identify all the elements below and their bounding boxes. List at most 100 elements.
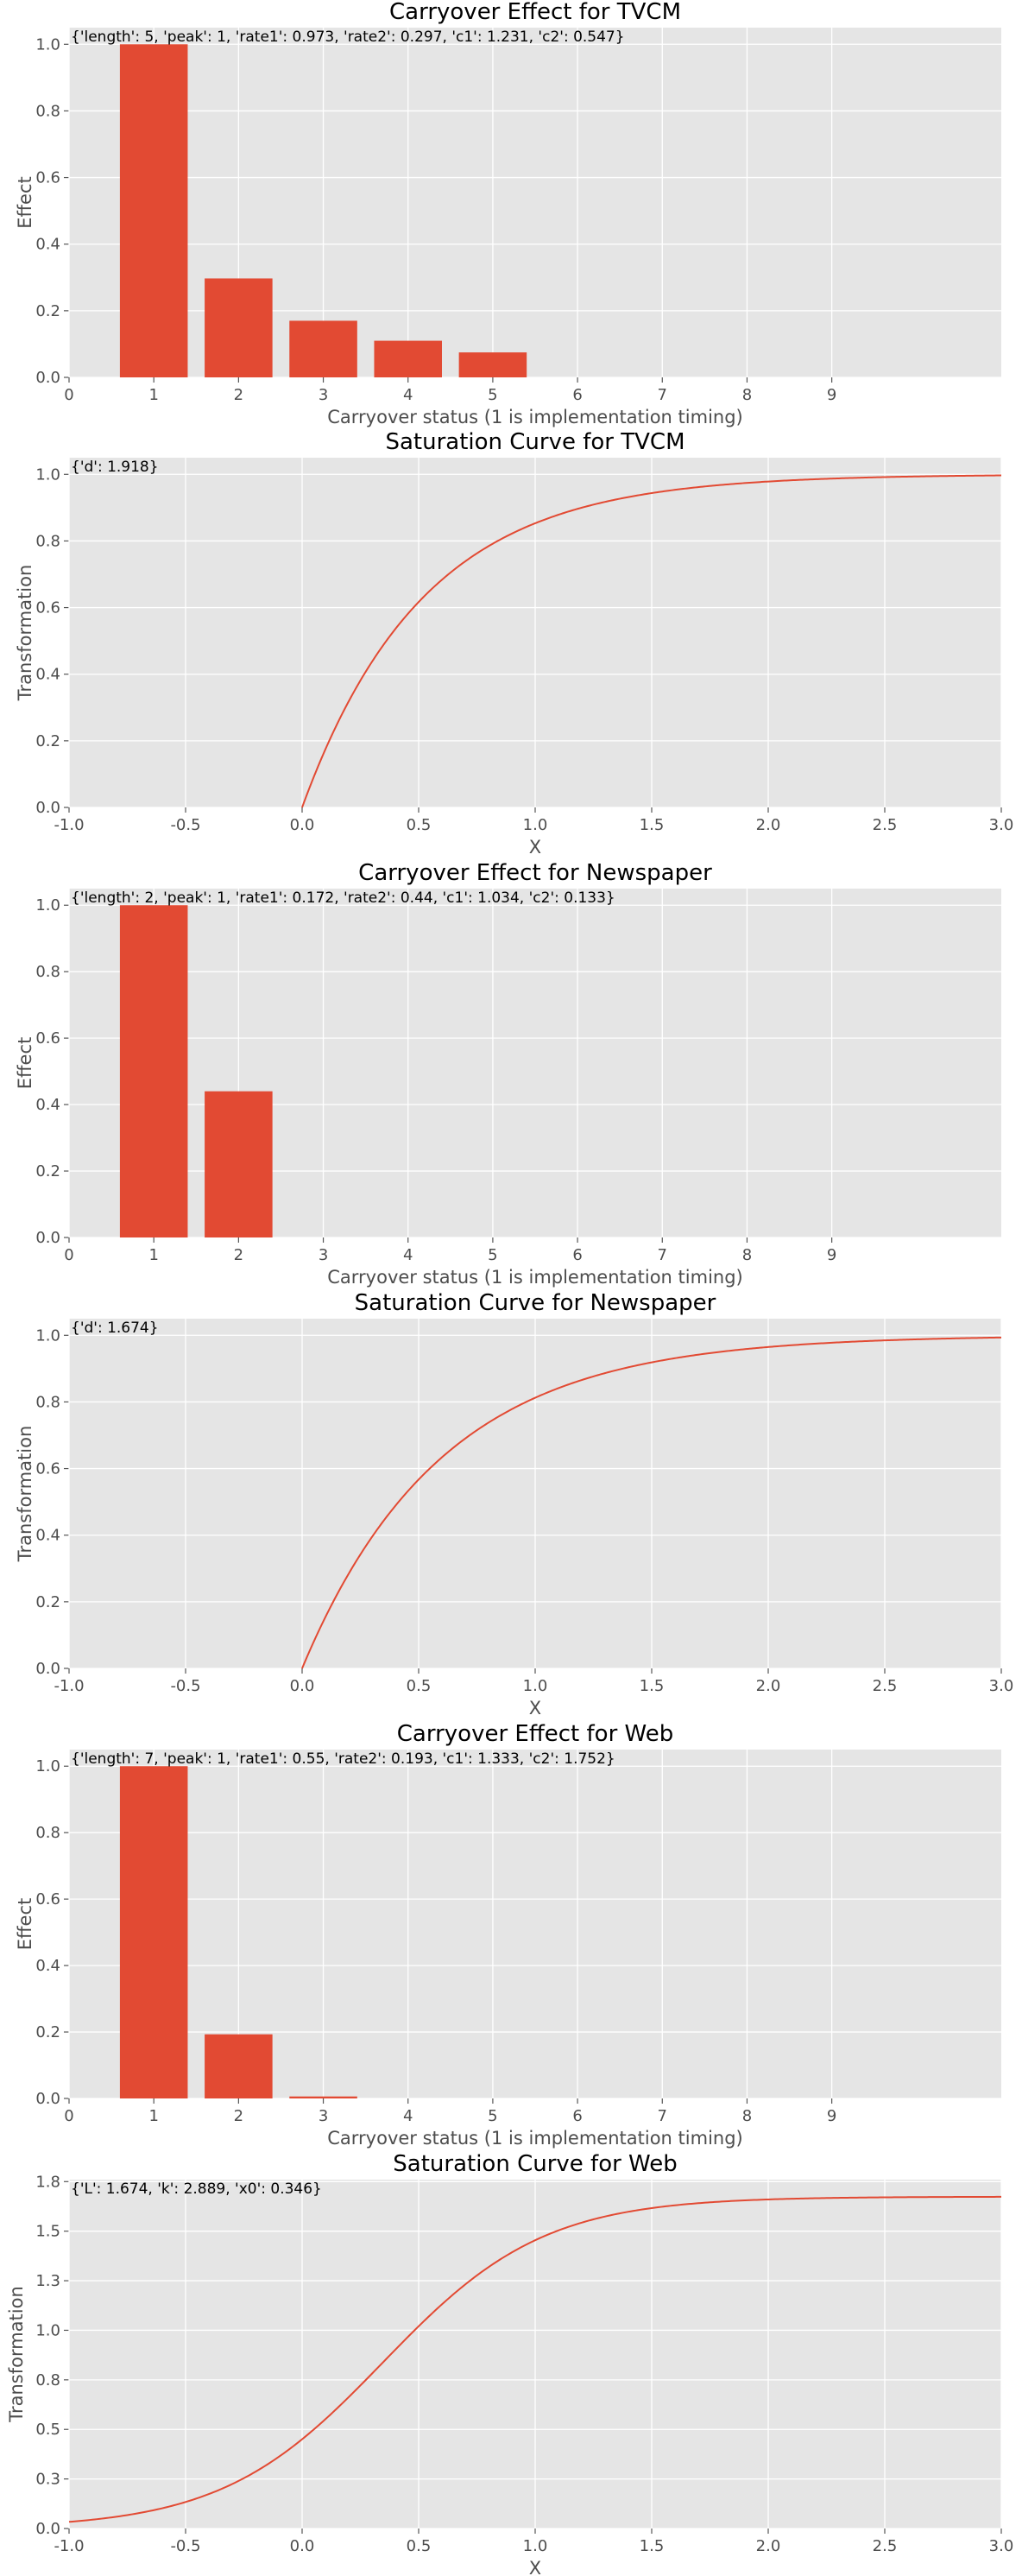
chart-title: Saturation Curve for Web <box>393 2151 677 2177</box>
x-tick-label: 3.0 <box>989 2537 1014 2555</box>
x-tick-label: 1.0 <box>523 1677 548 1695</box>
y-tick-label: 0.6 <box>35 1460 60 1478</box>
y-tick-label: 0.0 <box>35 2520 60 2538</box>
x-tick-label: 1.5 <box>640 1677 665 1695</box>
params-annotation: {'length': 2, 'peak': 1, 'rate1': 0.172,… <box>71 889 615 907</box>
x-tick-label: 0.5 <box>407 816 432 834</box>
x-tick-label: 0.0 <box>290 1677 315 1695</box>
y-tick-label: 1.0 <box>35 896 60 915</box>
y-tick-label: 0.0 <box>35 369 60 387</box>
y-tick-label: 0.2 <box>35 302 60 320</box>
y-tick-label: 0.8 <box>35 102 60 120</box>
bar-1 <box>119 1766 188 2098</box>
x-tick-label: 5 <box>488 2107 497 2125</box>
params-annotation: {'d': 1.674} <box>71 1320 159 1337</box>
x-tick-label: 0.0 <box>290 2537 315 2555</box>
x-tick-label: 8 <box>742 386 752 404</box>
x-tick-label: 3.0 <box>989 1677 1014 1695</box>
chart-4: 0.0 0.2 0.4 0.6 0.8 1.0 -1.0 -0.5 0.0 0.5 1.0 1.5 2.… <box>15 1290 1013 1718</box>
chart-5: 0.0 0.2 0.4 0.6 0.8 1.0 0 1 2 3 4 5 6 7 8 9 Carryover Ef… <box>15 1721 1001 2149</box>
chart-title: Carryover Effect for Web <box>397 1721 673 1747</box>
x-tick-label: 1.0 <box>523 816 548 834</box>
y-tick-label: 1.0 <box>35 1326 60 1345</box>
x-tick-label: 1.5 <box>640 816 665 834</box>
y-axis-label: Transformation <box>15 565 35 702</box>
bar-1 <box>119 44 188 378</box>
y-tick-label: 1.8 <box>35 2173 60 2191</box>
x-tick-label: 4 <box>403 2107 413 2125</box>
x-tick-label: -1.0 <box>54 1677 84 1695</box>
chart-1: 0.0 0.2 0.4 0.6 0.8 1.0 0 1 2 3 4 5 6 7 8 9 Carryover Ef… <box>15 0 1001 427</box>
x-tick-label: -0.5 <box>170 2537 200 2555</box>
y-tick-label: 0.0 <box>35 799 60 817</box>
bar-5 <box>458 352 527 377</box>
y-tick-label: 1.0 <box>35 1757 60 1775</box>
y-tick-label: 0.2 <box>35 1593 60 1611</box>
y-tick-label: 1.3 <box>35 2272 60 2290</box>
x-tick-label: 0.5 <box>407 1677 432 1695</box>
y-tick-label: 0.2 <box>35 1162 60 1180</box>
chart-title: Carryover Effect for Newspaper <box>358 860 712 886</box>
x-tick-label: 0 <box>64 2107 73 2125</box>
x-tick-label: 0 <box>64 1246 73 1264</box>
y-tick-label: 0.5 <box>35 2421 60 2439</box>
bar-3 <box>289 320 357 377</box>
y-tick-label: 1.0 <box>35 35 60 54</box>
x-tick-label: -1.0 <box>54 816 84 834</box>
series-line <box>68 2195 1002 2523</box>
x-tick-label: 3 <box>319 386 328 404</box>
chart-2: 0.0 0.2 0.4 0.6 0.8 1.0 -1.0 -0.5 0.0 0.5 1.0 1.5 2.… <box>15 429 1013 858</box>
y-tick-label: 0.4 <box>35 236 60 254</box>
x-tick-label: 4 <box>403 1246 413 1264</box>
chart-title: Carryover Effect for TVCM <box>389 0 681 25</box>
x-axis-label: X <box>529 2558 541 2576</box>
bar-2 <box>205 278 273 377</box>
chart-6: 0.0 0.3 0.5 0.8 1.0 1.3 1.5 1.8 -1.0 -0.5 0.0 0.5 1.… <box>6 2151 1013 2576</box>
y-tick-label: 0.2 <box>35 2023 60 2041</box>
y-tick-label: 0.8 <box>35 963 60 981</box>
x-tick-label: 1.5 <box>640 2537 665 2555</box>
x-axis-label: Carryover status (1 is implementation ti… <box>327 1267 743 1288</box>
y-tick-label: 0.8 <box>35 1393 60 1411</box>
y-tick-label: 1.0 <box>35 465 60 484</box>
x-tick-label: 2.5 <box>873 1677 898 1695</box>
x-tick-label: 7 <box>658 1246 667 1264</box>
x-tick-label: 9 <box>827 2107 836 2125</box>
y-tick-label: 0.0 <box>35 1229 60 1247</box>
x-tick-label: 5 <box>488 386 497 404</box>
x-tick-label: 3 <box>319 1246 328 1264</box>
y-axis-label: Effect <box>15 176 35 228</box>
y-tick-label: 1.5 <box>35 2223 60 2241</box>
x-axis-label: X <box>529 837 541 858</box>
x-tick-label: 3.0 <box>989 816 1014 834</box>
bar-3 <box>289 2096 357 2098</box>
params-annotation: {'d': 1.918} <box>71 459 159 476</box>
y-tick-label: 0.8 <box>35 532 60 550</box>
y-tick-label: 0.6 <box>35 1890 60 1908</box>
params-annotation: {'L': 1.674, 'k': 2.889, 'x0': 0.346} <box>71 2180 322 2198</box>
x-tick-label: 1 <box>148 2107 158 2125</box>
params-annotation: {'length': 7, 'peak': 1, 'rate1': 0.55, … <box>71 1750 615 1768</box>
bar-1 <box>119 905 188 1237</box>
y-tick-label: 0.4 <box>35 1957 60 1975</box>
x-tick-label: 8 <box>742 2107 752 2125</box>
bar-4 <box>374 340 442 377</box>
x-tick-label: 5 <box>488 1246 497 1264</box>
x-tick-label: 0.0 <box>290 816 315 834</box>
y-axis-label: Transformation <box>15 1426 35 1563</box>
y-tick-label: 0.2 <box>35 732 60 750</box>
y-tick-label: 0.8 <box>35 1824 60 1842</box>
y-tick-label: 0.4 <box>35 1527 60 1545</box>
x-tick-label: 1 <box>148 386 158 404</box>
x-tick-label: 8 <box>742 1246 752 1264</box>
x-tick-label: 3 <box>319 2107 328 2125</box>
x-tick-label: 9 <box>827 386 836 404</box>
x-tick-label: 6 <box>572 1246 582 1264</box>
bar-2 <box>205 2034 273 2098</box>
series-line <box>301 474 1002 808</box>
y-tick-label: 0.4 <box>35 666 60 684</box>
x-tick-label: 6 <box>572 2107 582 2125</box>
x-tick-label: 0.5 <box>407 2537 432 2555</box>
x-tick-label: -0.5 <box>170 1677 200 1695</box>
